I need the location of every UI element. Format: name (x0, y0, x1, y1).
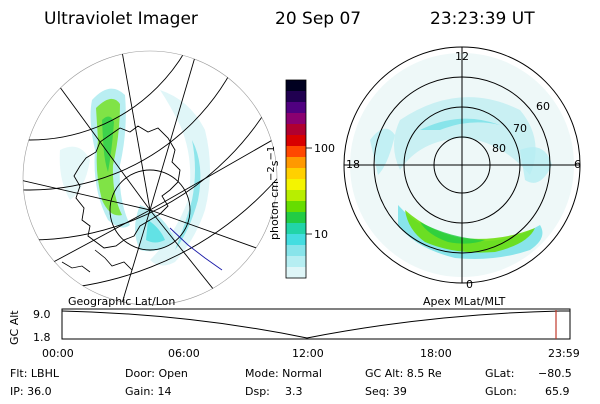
geographic-map[interactable] (0, 0, 360, 310)
observation-time: 23:23:39 UT (430, 9, 535, 29)
colorbar-cell (286, 102, 306, 114)
observation-date: 20 Sep 07 (275, 9, 361, 29)
status-glon-label: GLon: (485, 385, 517, 398)
status-glon-value: 65.9 (545, 385, 570, 398)
timeline-frame (61, 308, 571, 340)
colorbar: 100 10 photon cm−2s−1 (266, 79, 335, 279)
mlt-label-0: 0 (466, 278, 473, 291)
status-door: Door: Open (125, 367, 188, 380)
colorbar-cell (286, 179, 306, 191)
colorbar-cell (286, 234, 306, 246)
orbit-timeline[interactable]: Geographic Lat/Lon Apex MLat/MLT GC Alt … (8, 295, 580, 360)
altitude-curve (61, 310, 570, 339)
status-seq: Seq: 39 (365, 385, 407, 398)
mlt-label-12: 12 (455, 50, 469, 63)
status-dsp-value: 3.3 (285, 385, 303, 398)
colorbar-cell (286, 113, 306, 125)
status-flt: Flt: LBHL (10, 367, 60, 380)
x-tick-1800: 18:00 (420, 347, 452, 360)
geographic-caption: Geographic Lat/Lon (68, 295, 175, 308)
auroral-emission-left (59, 88, 210, 266)
colorbar-cell (286, 157, 306, 169)
x-tick-0000: 00:00 (42, 347, 74, 360)
x-tick-1200: 12:00 (292, 347, 324, 360)
colorbar-cell (286, 256, 306, 268)
colorbar-cell (286, 223, 306, 235)
colorbar-cell (286, 146, 306, 158)
mlat-label-70: 70 (513, 122, 527, 135)
colorbar-cell (286, 91, 306, 103)
colorbar-cell (286, 168, 306, 180)
magnetic-map[interactable]: 12 18 6 0 60 70 80 (343, 46, 581, 291)
status-glat-label: GLat: (485, 367, 514, 380)
y-tick-1-8: 1.8 (33, 331, 51, 344)
status-ip: IP: 36.0 (10, 385, 52, 398)
colorbar-cell (286, 190, 306, 202)
colorbar-tick-100: 100 (314, 142, 335, 155)
x-tick-2359: 23:59 (548, 347, 580, 360)
colorbar-cell (286, 124, 306, 136)
status-panel: Flt: LBHL IP: 36.0 Door: Open Gain: 14 M… (10, 367, 572, 398)
status-glat-value: −80.5 (538, 367, 572, 380)
mlt-label-6: 6 (574, 158, 581, 171)
status-dsp-label: Dsp: (245, 385, 270, 398)
status-gc-alt: GC Alt: 8.5 Re (365, 367, 442, 380)
timeline-y-label: GC Alt (8, 310, 21, 345)
apex-caption: Apex MLat/MLT (423, 295, 506, 308)
y-tick-9: 9.0 (33, 308, 51, 321)
mlat-label-80: 80 (492, 142, 506, 155)
x-tick-0600: 06:00 (168, 347, 200, 360)
colorbar-unit-label: photon cm−2s−1 (266, 146, 281, 240)
status-mode: Mode: Normal (245, 367, 322, 380)
continent-outline (73, 125, 181, 249)
colorbar-cell (286, 267, 306, 279)
colorbar-cell (286, 135, 306, 147)
colorbar-cell (286, 80, 306, 92)
mlt-label-18: 18 (346, 158, 360, 171)
status-gain: Gain: 14 (125, 385, 172, 398)
colorbar-cell (286, 201, 306, 213)
colorbar-cell (286, 245, 306, 257)
mlat-label-60: 60 (536, 100, 550, 113)
instrument-title: Ultraviolet Imager (44, 9, 198, 29)
mlat-circles (343, 46, 581, 284)
colorbar-cell (286, 212, 306, 224)
colorbar-tick-10: 10 (314, 228, 328, 241)
